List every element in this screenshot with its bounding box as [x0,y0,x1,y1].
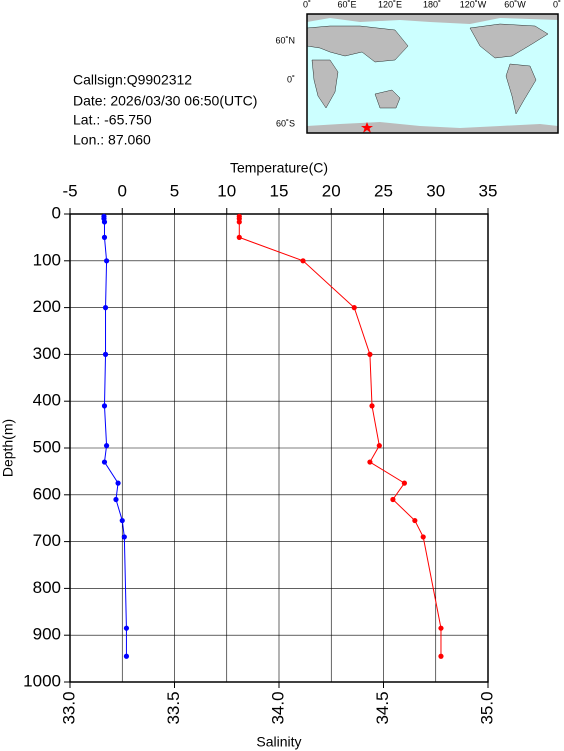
map-land [307,14,558,24]
y-tick-label: 800 [33,578,61,597]
top-tick-label: 10 [217,181,236,200]
top-tick-label: -5 [62,181,77,200]
profile-point [438,653,444,659]
profile-point [300,258,306,264]
profile-point [236,219,242,225]
profile-point [102,305,109,311]
profile-point [376,443,382,449]
map-lon-label: 60˚W [504,0,526,9]
profile-point [101,234,108,240]
profile-point [367,459,373,465]
y-tick-label: 100 [33,250,61,269]
float-position [361,122,373,133]
callsign: Callsign:Q9902312 [73,72,192,88]
map-lon-label: 120˚W [460,0,487,9]
map-lat-label: 60˚S [276,118,295,128]
profile-point [412,517,418,524]
top-tick-label: 35 [479,181,498,200]
map-frame [306,13,559,134]
y-tick-label: 1000 [23,671,61,690]
y-tick-label: 200 [33,297,61,316]
profile-point [390,496,396,503]
bottom-axis-label: Salinity [256,734,301,750]
profile-point [103,258,110,264]
profile-point [101,459,108,465]
map-land [311,59,339,109]
y-tick-label: 500 [33,437,61,456]
profile-line [103,216,127,657]
bottom-tick-label: 33.0 [59,691,78,724]
profile-point [103,443,110,449]
map-land [374,89,401,109]
top-tick-label: 30 [426,181,445,200]
map-lat-label: 60˚N [275,35,295,45]
map-lon-label: 0˚ [553,0,561,9]
top-tick-label: 25 [374,181,393,200]
profile-point [236,234,242,240]
map-lon-label: 0˚ [303,0,311,9]
profile-point [367,351,373,357]
bottom-tick-label: 34.5 [373,691,392,724]
bottom-tick-label: 34.0 [268,691,287,724]
profile-point [102,351,109,357]
profile-line [238,216,442,657]
profile-point [438,625,444,631]
date: Date: 2026/03/30 06:50(UTC) [73,93,257,109]
map-lon-label: 120˚E [378,0,402,9]
profile-point [351,305,357,311]
top-tick-label: 20 [322,181,341,200]
profile-point [113,496,119,503]
map-land [469,23,549,59]
y-tick-label: 0 [52,203,61,222]
y-tick-label: 600 [33,484,61,503]
profile-point [123,653,130,659]
latitude: Lat.: -65.750 [73,112,152,128]
top-tick-label: 15 [270,181,289,200]
profile-point [123,625,130,631]
longitude: Lon.: 87.060 [73,132,151,148]
profile-point [101,403,108,409]
map-lon-label: 180˚ [423,0,441,9]
map-land [306,25,409,63]
map-lon-label: 60˚E [337,0,356,9]
map [306,13,559,134]
top-tick-label: 5 [170,181,179,200]
plot-frame [69,213,489,683]
bottom-tick-label: 35.0 [477,691,496,724]
profile-point [420,534,426,540]
profile-point [121,534,127,540]
profile-point [401,480,407,486]
profile-point [115,480,121,486]
profile-point [101,219,108,225]
y-tick-label: 900 [33,625,61,644]
map-land [505,63,537,115]
y-tick-label: 300 [33,344,61,363]
map-lat-label: 0˚ [287,74,295,84]
top-axis-label: Temperature(C) [230,160,328,176]
profile-point [119,517,125,524]
bottom-tick-label: 33.5 [164,691,183,724]
y-tick-label: 400 [33,391,61,410]
left-axis-label: Depth(m) [0,419,16,477]
y-tick-label: 700 [33,531,61,550]
profile-point [369,403,375,409]
top-tick-label: 0 [118,181,127,200]
